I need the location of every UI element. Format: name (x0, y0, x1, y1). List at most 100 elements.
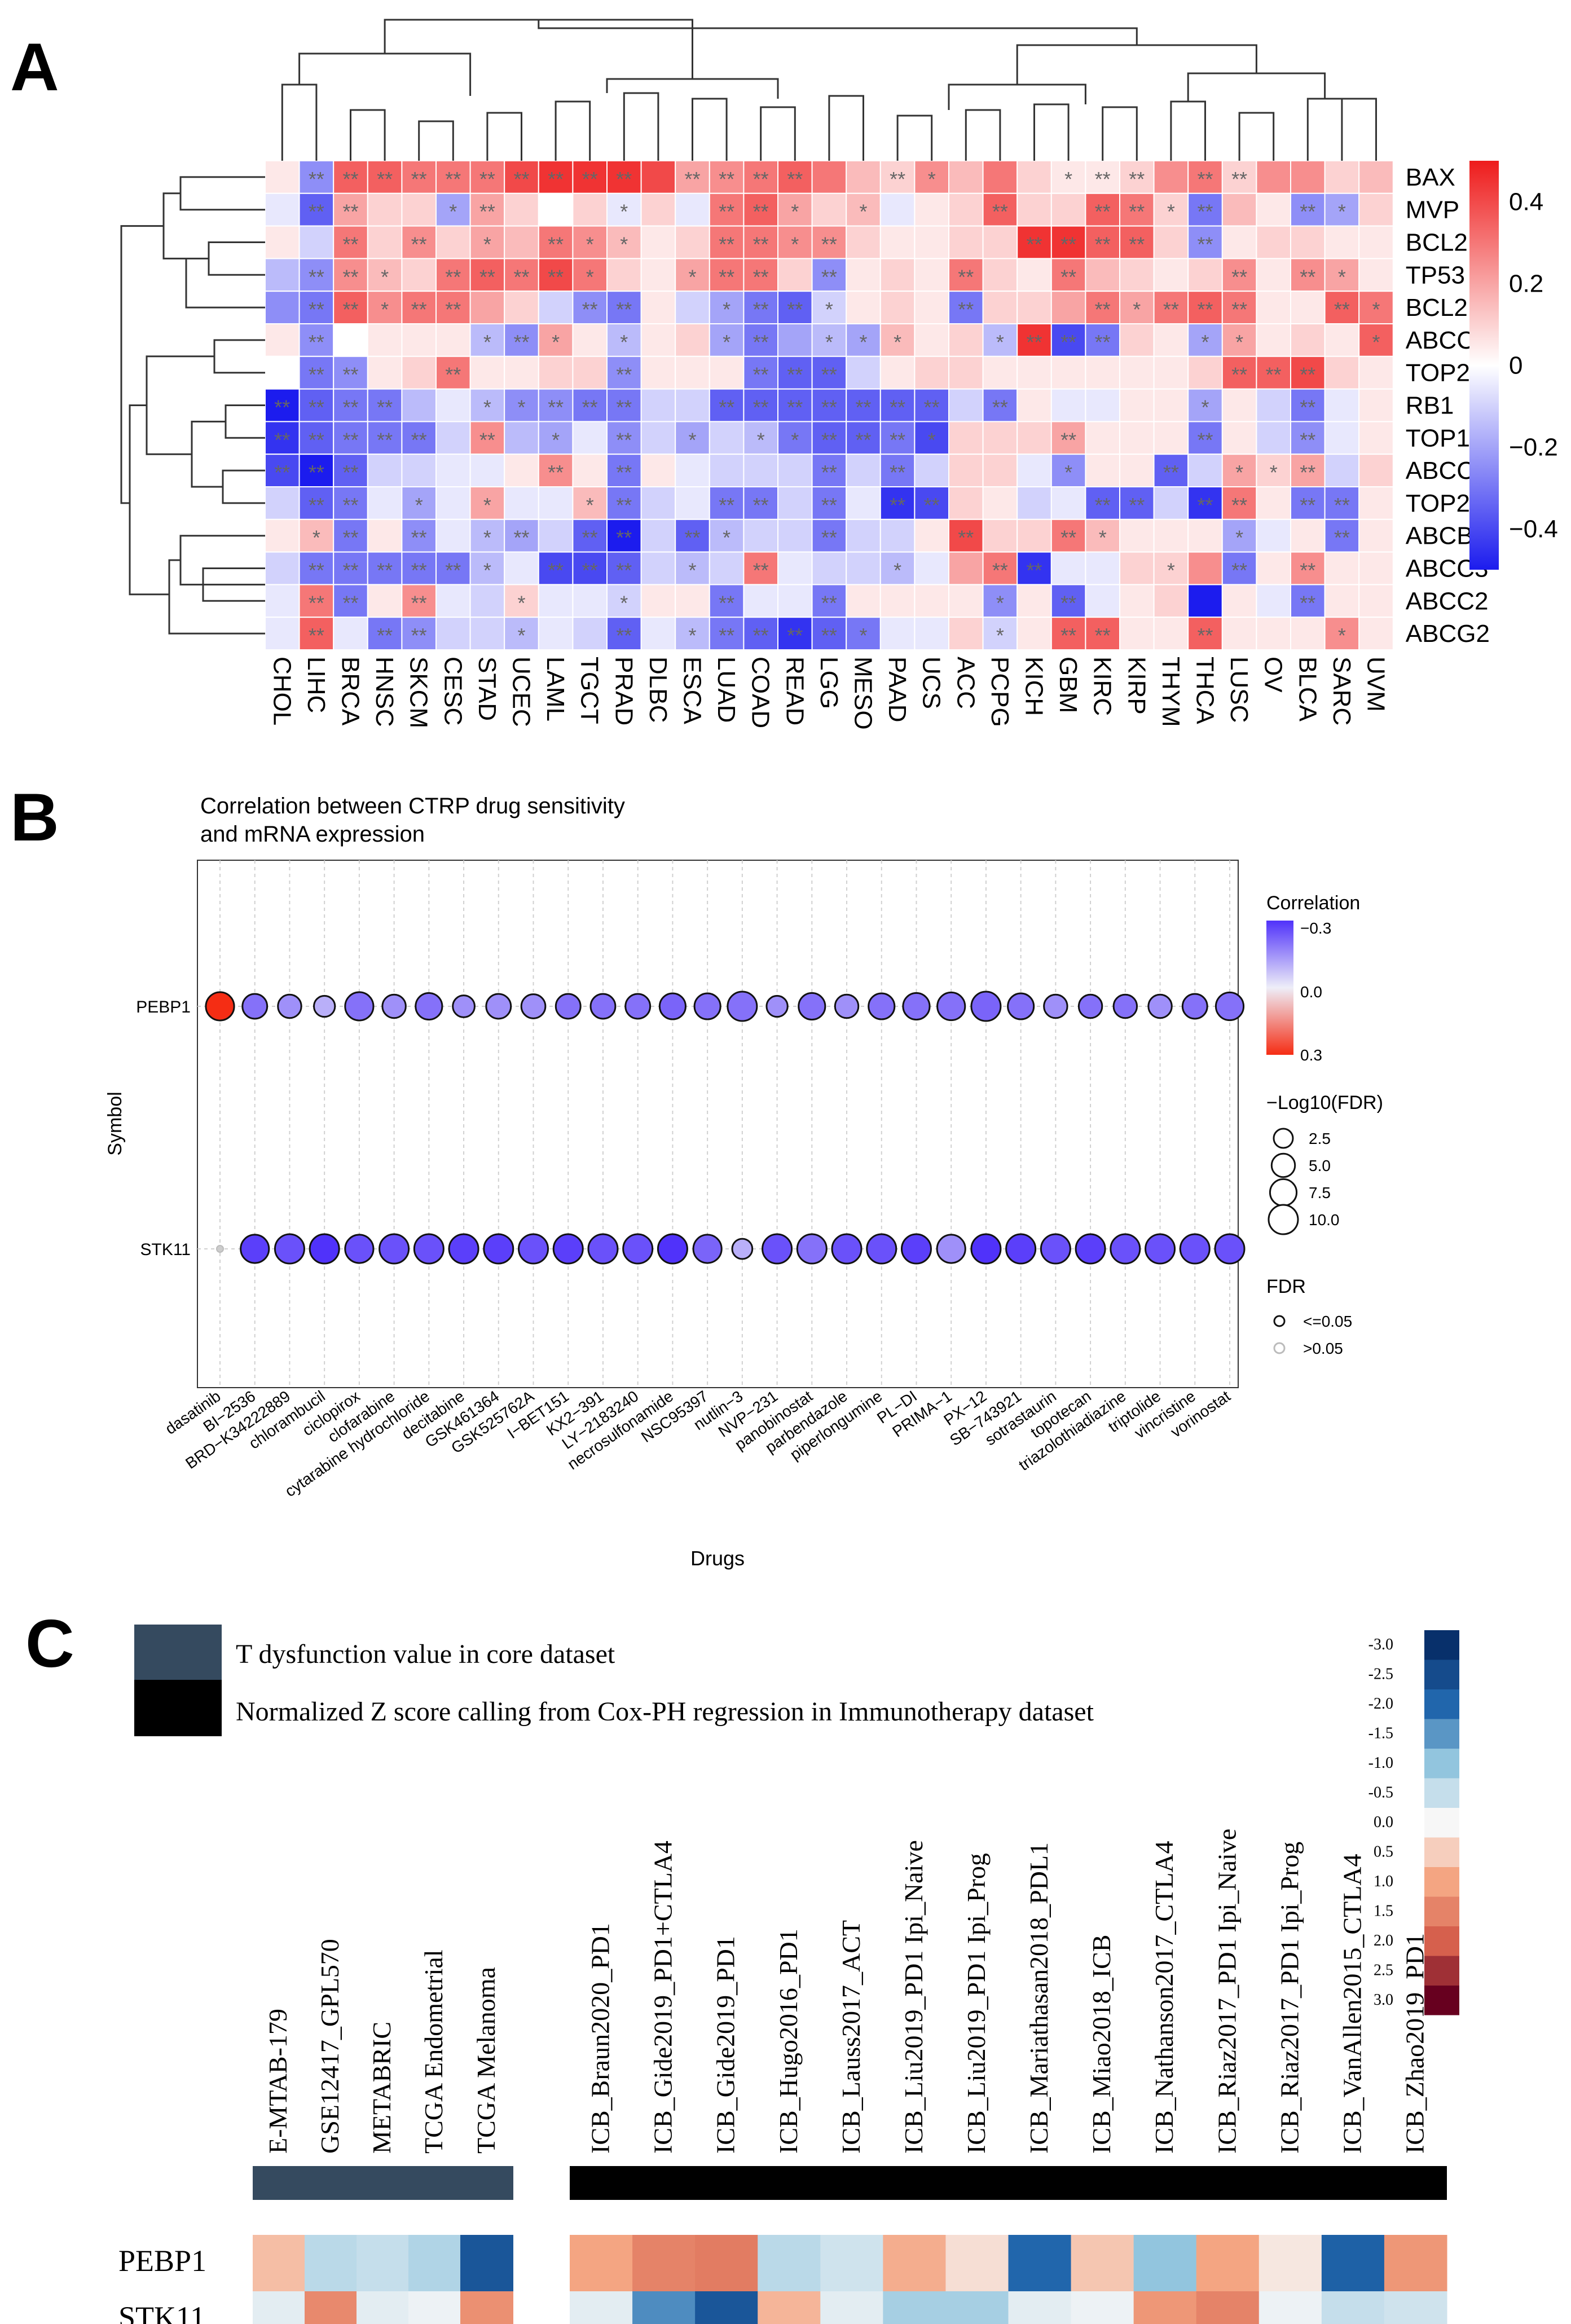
heatmap-cell (1358, 290, 1394, 325)
heatmap-cell (914, 290, 950, 325)
significance-mark: * (1235, 331, 1243, 354)
heatmap-cell (401, 258, 437, 292)
colorbar-cell (1424, 1896, 1459, 1926)
colorbar-label: -0.5 (1368, 1784, 1393, 1802)
significance-mark: ** (753, 363, 769, 386)
heatmap-cell (1119, 551, 1155, 586)
heatmap-cell (1153, 486, 1189, 520)
significance-mark: ** (1026, 559, 1042, 582)
heatmap-cell (879, 551, 916, 586)
heatmap-cell (1196, 2235, 1260, 2291)
heatmap-cell (298, 192, 335, 227)
heatmap-cell (1050, 551, 1086, 586)
heatmap-cell (1324, 584, 1360, 618)
heatmap-cell (811, 355, 847, 390)
significance-mark: * (791, 200, 799, 223)
significance-mark: ** (1300, 428, 1315, 451)
heatmap-cell (1324, 551, 1360, 586)
significance-mark: ** (1334, 494, 1350, 517)
significance-mark: * (825, 298, 833, 321)
size-legend-label: 5.0 (1309, 1157, 1331, 1174)
heatmap-cell (1008, 2291, 1072, 2324)
heatmap-cell (982, 225, 1018, 259)
heatmap-cell (1085, 355, 1121, 390)
heatmap-cell (914, 192, 950, 227)
significance-mark: * (688, 428, 696, 451)
bubble (1040, 1233, 1071, 1265)
heatmap-cell (811, 323, 847, 357)
dataset-label: ICB_Riaz2017_PD1 Ipi_Naive (1212, 1829, 1241, 2154)
heatmap-cell (846, 258, 881, 292)
heatmap-cell (709, 617, 745, 650)
significance-mark: ** (821, 363, 837, 386)
column-label: SKCM (405, 657, 433, 728)
heatmap-cell (675, 290, 710, 325)
heatmap-cell (435, 454, 471, 488)
column-label: CHOL (268, 657, 296, 725)
heatmap-cell (1133, 2291, 1197, 2324)
significance-mark: * (928, 428, 936, 451)
color-legend-tick: 0.0 (1300, 983, 1322, 1001)
heatmap-cell (982, 160, 1018, 194)
heatmap-cell (1290, 160, 1326, 194)
size-legend-key (1268, 1204, 1299, 1235)
heatmap-cell (982, 518, 1018, 553)
heatmap-cell (504, 421, 539, 455)
heatmap-cell (538, 323, 574, 357)
heatmap-cell (1290, 225, 1326, 259)
significance-mark: ** (616, 363, 632, 386)
heatmap-cell (1221, 421, 1257, 455)
heatmap-cell (367, 355, 403, 390)
heatmap-cell (777, 192, 813, 227)
colorbar-tick-label: −0.2 (1509, 434, 1558, 461)
heatmap-cell (1187, 584, 1223, 618)
heatmap-cell (1187, 486, 1223, 520)
heatmap-cell (298, 355, 335, 390)
bubble (274, 1233, 305, 1265)
significance-mark: ** (1300, 461, 1315, 484)
significance-mark: ** (377, 624, 393, 647)
heatmap-cell (914, 323, 950, 357)
heatmap-cell (743, 290, 779, 325)
significance-mark: ** (1095, 331, 1111, 354)
significance-mark: ** (1095, 298, 1111, 321)
heatmap-cell (879, 225, 916, 259)
significance-mark: ** (616, 494, 632, 517)
heatmap-cell (1016, 454, 1052, 488)
panel-a-heatmap: ** ** ** ** ** ** ** ** ** ** ** ** ** ** ** * * ** ** ** **… (120, 19, 1558, 730)
bubble (868, 992, 896, 1020)
heatmap-cell (1358, 584, 1394, 618)
significance-mark: ** (958, 265, 974, 288)
significance-mark: ** (479, 265, 495, 288)
row-label: BCL2 (1406, 294, 1468, 322)
significance-mark: ** (1197, 494, 1213, 517)
heatmap-cell (298, 160, 335, 194)
column-label: OV (1260, 657, 1287, 693)
bubble (936, 1234, 966, 1264)
colorbar-tick-label: 0 (1509, 352, 1522, 380)
heatmap-cell (265, 486, 300, 520)
column-label: MESO (850, 657, 877, 730)
heatmap-cell (1085, 518, 1121, 553)
heatmap-cell (1085, 421, 1121, 455)
significance-mark: ** (1060, 624, 1076, 647)
colorbar-tick-label: 0.2 (1509, 270, 1543, 298)
heatmap-cell (606, 518, 642, 553)
gene-row-label: PEBP1 (118, 2244, 206, 2278)
column-label: KIRC (1089, 657, 1116, 716)
heatmap-cell (1324, 617, 1360, 650)
significance-mark: ** (1300, 494, 1315, 517)
heatmap-cell (1085, 551, 1121, 586)
bubble (657, 1233, 688, 1265)
significance-mark: ** (753, 200, 769, 223)
row-label: TP53 (1406, 261, 1465, 289)
significance-mark: * (791, 233, 799, 256)
bubble (796, 1233, 828, 1265)
group-bar-immunotherapy (570, 2166, 1447, 2200)
heatmap-cell (606, 258, 642, 292)
significance-mark: ** (753, 624, 769, 647)
significance-mark: ** (616, 461, 632, 484)
heatmap-cell (1384, 2235, 1447, 2291)
heatmap-cell (1153, 518, 1189, 553)
heatmap-cell (1153, 160, 1189, 194)
